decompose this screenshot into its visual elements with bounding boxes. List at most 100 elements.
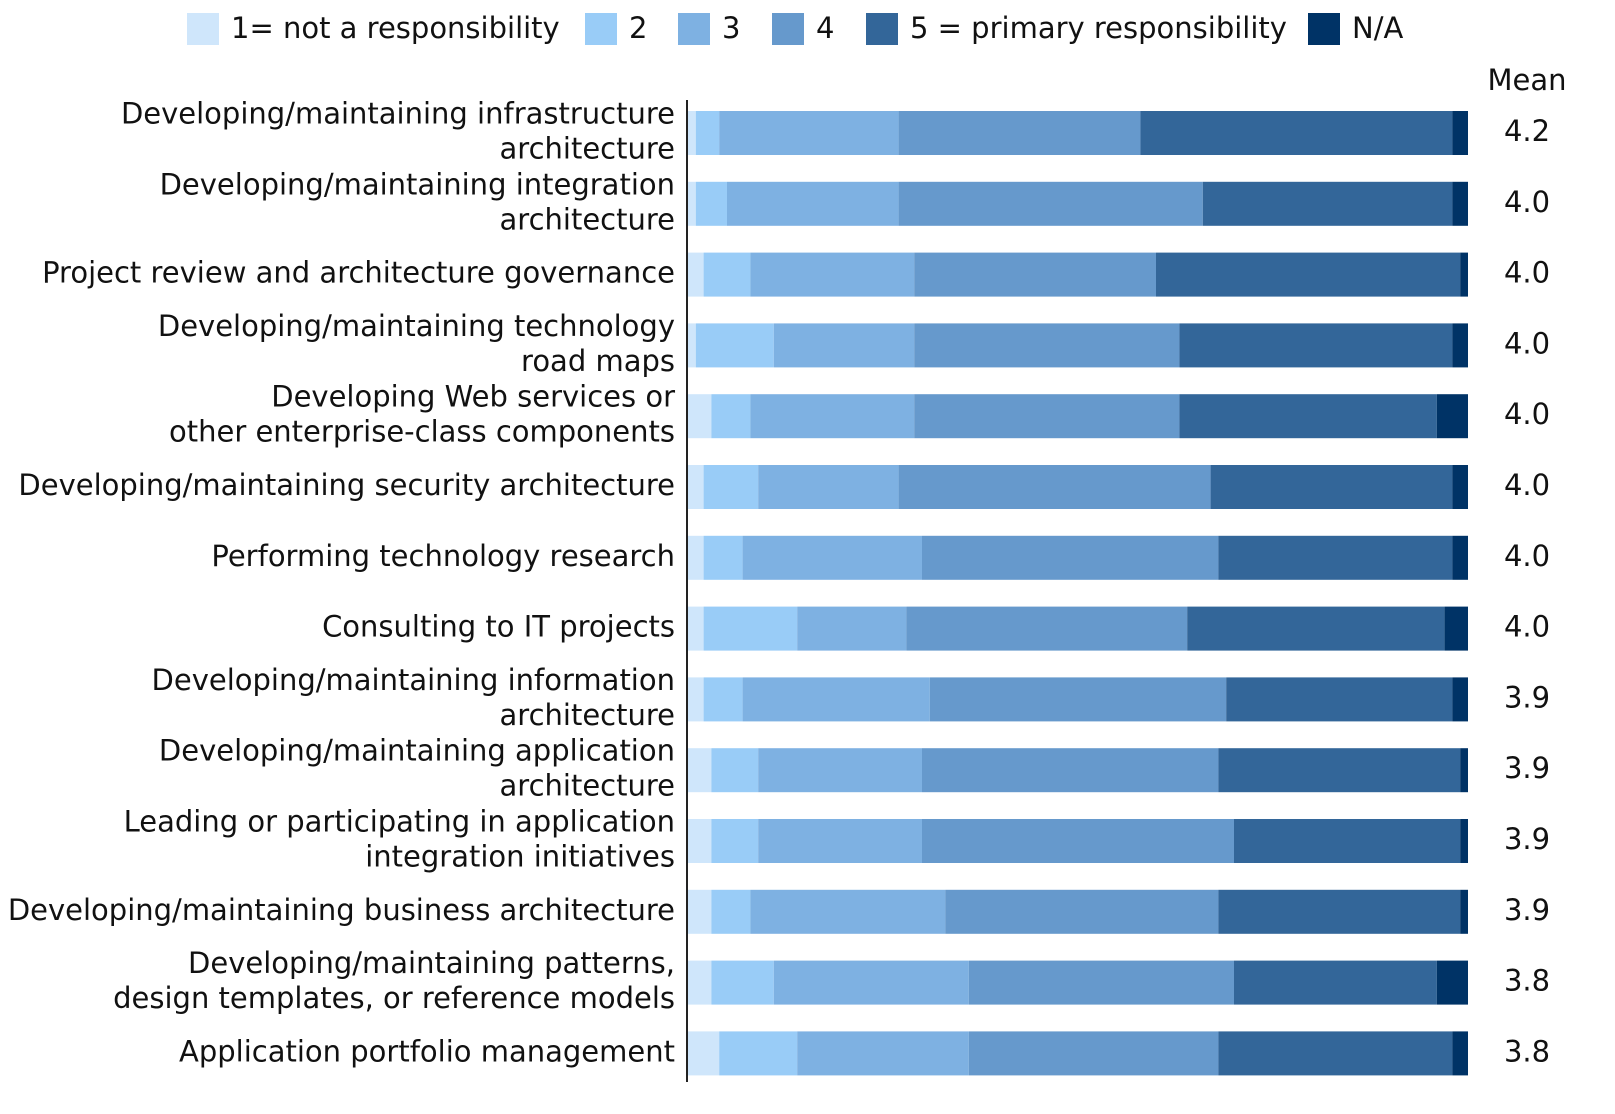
mean-value: 4.2 [1504, 114, 1550, 148]
mean-value: 3.8 [1504, 964, 1550, 998]
mean-value: 3.9 [1504, 822, 1550, 856]
mean-value: 3.9 [1504, 751, 1550, 785]
bar-segment [688, 960, 712, 1005]
y-tick-label: Consulting to IT projects [322, 610, 675, 644]
mean-value: 4.0 [1504, 610, 1550, 644]
y-tick-label: Developing/maintaining security architec… [18, 468, 675, 502]
bar-segment [968, 960, 1234, 1005]
bar-segment [1452, 535, 1468, 580]
mean-value: 3.8 [1504, 1034, 1550, 1068]
bar-segment [914, 394, 1180, 439]
bar-segment [719, 111, 899, 155]
bar-segment [703, 606, 798, 651]
y-tick-label: design templates, or reference models [113, 981, 675, 1015]
bar-segment [695, 181, 727, 226]
bar-segment [703, 535, 743, 580]
y-tick-label: Project review and architecture governan… [42, 256, 675, 290]
y-tick-label: Developing/maintaining patterns, [188, 946, 675, 980]
bar-segment [750, 252, 915, 297]
legend-label: N/A [1352, 11, 1403, 45]
y-tick-label: Developing Web services or [271, 380, 675, 414]
bar-segment [1436, 960, 1468, 1005]
bar-segment [688, 677, 704, 722]
y-tick-label: Developing/maintaining information [152, 663, 675, 697]
mean-value: 4.0 [1504, 326, 1550, 360]
bar-segment [797, 606, 907, 651]
y-tick-label: architecture [500, 698, 675, 732]
mean-value: 4.0 [1504, 397, 1550, 431]
bar-segment [750, 394, 915, 439]
bar-segment [688, 535, 704, 580]
legend-swatch [187, 13, 219, 45]
bar-segment [1218, 748, 1461, 793]
bar-segment [1234, 819, 1461, 863]
bar-segment [1460, 889, 1468, 934]
bar-segment [1218, 535, 1453, 580]
bar-segment [898, 465, 1211, 509]
bar-segment [688, 465, 704, 509]
mean-value: 4.0 [1504, 256, 1550, 290]
bar-segment [1140, 111, 1453, 155]
bar-segment [1452, 111, 1468, 155]
bar-segment [711, 819, 759, 863]
y-tick-label: Developing/maintaining integration [160, 167, 675, 201]
bar-segment [1460, 748, 1468, 793]
bar-segment [929, 677, 1227, 722]
bar-segment [688, 748, 712, 793]
bar-segment [1460, 819, 1468, 863]
legend-label: 3 [722, 11, 740, 45]
bar-segment [1179, 323, 1453, 368]
y-tick-label: Developing/maintaining infrastructure [121, 97, 675, 131]
bar-segment [945, 889, 1219, 934]
legend-swatch [1308, 13, 1340, 45]
bar-segment [758, 748, 922, 793]
bar-segment [922, 535, 1219, 580]
legend-swatch [678, 13, 710, 45]
y-tick-label: Developing/maintaining technology [158, 309, 675, 343]
mean-header: Mean [1487, 63, 1566, 97]
legend-label: 1= not a responsibility [231, 11, 560, 45]
bar-segment [1187, 606, 1445, 651]
bar-segment [1234, 960, 1437, 1005]
bar-segment [968, 1031, 1219, 1076]
y-tick-label: architecture [500, 202, 675, 236]
legend-label: 4 [816, 11, 834, 45]
legend-swatch [866, 13, 898, 45]
bar-segment [703, 677, 743, 722]
bar-segment [719, 1031, 798, 1076]
y-tick-label: Developing/maintaining business architec… [8, 893, 675, 927]
y-tick-label: other enterprise-class components [169, 415, 675, 449]
bar-segment [711, 960, 774, 1005]
bar-segment [727, 181, 899, 226]
mean-value: 4.0 [1504, 468, 1550, 502]
legend-label: 2 [629, 11, 647, 45]
bar-segment [688, 323, 696, 368]
bar-segment [711, 748, 759, 793]
bar-segment [688, 181, 696, 226]
bar-segment [922, 748, 1219, 793]
mean-value: 3.9 [1504, 893, 1550, 927]
bar-segment [906, 606, 1188, 651]
bar-segment [688, 889, 712, 934]
mean-value: 4.0 [1504, 185, 1550, 219]
bar-segment [1202, 181, 1453, 226]
bar-segment [914, 252, 1156, 297]
legend-swatch [585, 13, 617, 45]
bar-segment [898, 111, 1141, 155]
bar-segment [914, 323, 1180, 368]
bar-segment [1452, 677, 1468, 722]
y-tick-label: architecture [500, 769, 675, 803]
y-tick-label: integration initiatives [365, 840, 675, 874]
bar-segment [1218, 1031, 1453, 1076]
bar-segment [742, 677, 930, 722]
bar-segment [773, 960, 969, 1005]
bar-segment [695, 323, 774, 368]
bar-segment [1452, 323, 1468, 368]
bar-segment [1436, 394, 1468, 439]
bar-segment [688, 606, 704, 651]
mean-value: 4.0 [1504, 539, 1550, 573]
bar-segment [898, 181, 1203, 226]
mean-value: 3.9 [1504, 680, 1550, 714]
bar-segment [711, 394, 751, 439]
